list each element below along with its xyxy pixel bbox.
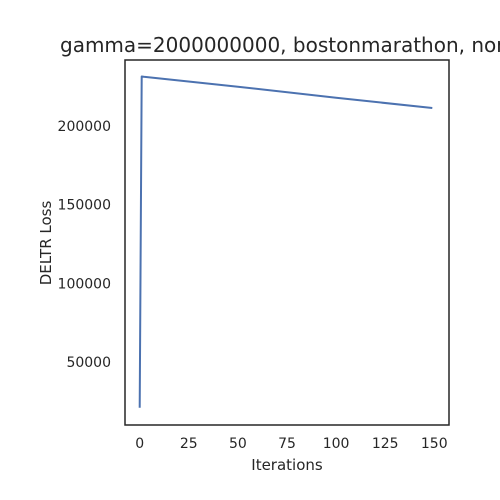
x-tick-label: 150 bbox=[421, 436, 448, 452]
x-tick-label: 0 bbox=[135, 436, 144, 452]
series-line-0 bbox=[138, 75, 433, 408]
x-tick-label: 25 bbox=[180, 436, 198, 452]
x-tick-label: 50 bbox=[229, 436, 247, 452]
y-tick-label: 150000 bbox=[58, 198, 111, 214]
y-tick-label: 50000 bbox=[66, 355, 111, 371]
plot-frame bbox=[124, 59, 450, 426]
x-axis-label: Iterations bbox=[251, 456, 323, 474]
chart-title: gamma=2000000000, bostonmarathon, nonBli… bbox=[60, 33, 500, 57]
plot-area: 0 25 50 75 100 125 150 50000 100000 150000 200000 bbox=[58, 59, 450, 452]
y-axis-label: DELTR Loss bbox=[37, 201, 55, 286]
y-tick-label: 200000 bbox=[58, 119, 111, 135]
y-tick-label: 100000 bbox=[58, 276, 111, 292]
x-tick-label: 125 bbox=[372, 436, 399, 452]
x-tick-label: 100 bbox=[323, 436, 350, 452]
x-tick-label: 75 bbox=[278, 436, 296, 452]
